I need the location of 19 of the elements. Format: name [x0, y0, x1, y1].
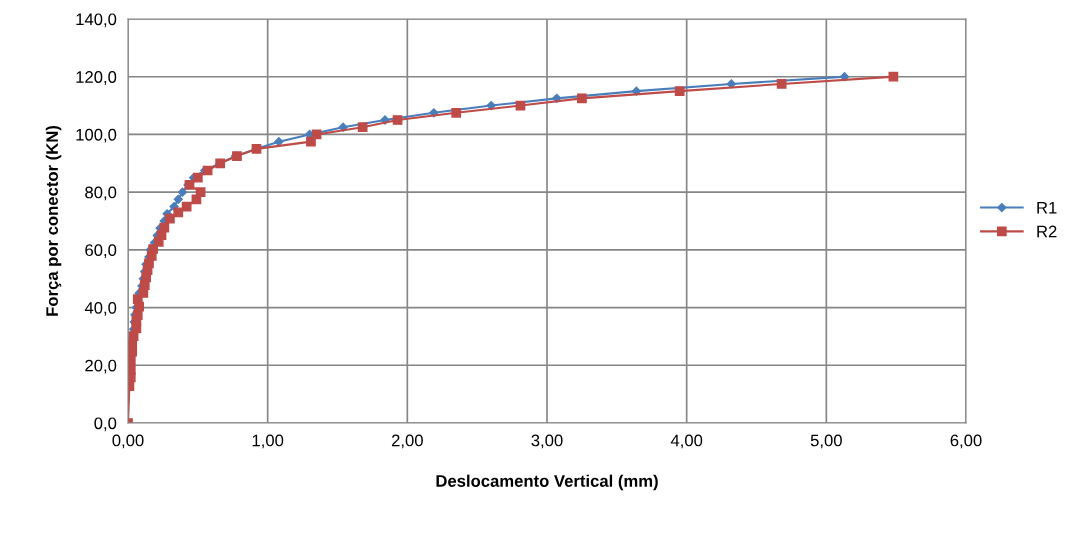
legend-label: R2 [1037, 225, 1057, 238]
y-tick-label: 0,0 [94, 417, 117, 432]
y-tick-label: 60,0 [85, 244, 117, 259]
y-tick-label: 80,0 [85, 186, 117, 201]
x-tick-label: 0,00 [112, 434, 144, 449]
x-tick-label: 6,00 [950, 434, 982, 449]
x-tick-label: 3,00 [531, 434, 563, 449]
x-tick-label: 5,00 [810, 434, 842, 449]
x-tick-label: 2,00 [391, 434, 423, 449]
y-tick-label: 20,0 [85, 359, 117, 374]
y-tick-label: 120,0 [76, 71, 117, 85]
y-axis-title: Força por conector (KN) [45, 125, 62, 316]
x-axis-title: Deslocamento Vertical (mm) [436, 474, 658, 491]
x-tick-label: 1,00 [252, 434, 284, 449]
x-tick-label: 4,00 [670, 434, 703, 449]
y-tick-label: 140,0 [76, 13, 117, 28]
y-tick-label: 40,0 [84, 301, 117, 316]
y-tick-label: 100,0 [76, 128, 117, 143]
legend-label: R1 [1037, 201, 1057, 214]
